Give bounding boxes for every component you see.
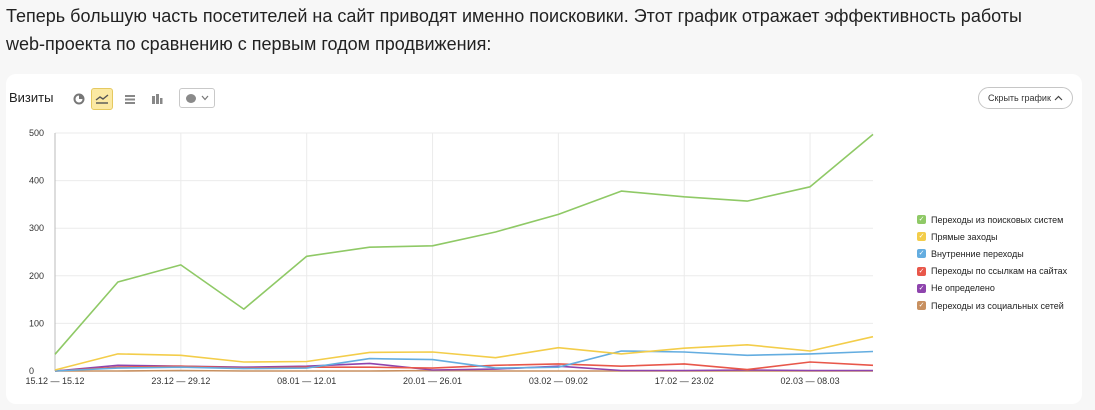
hide-chart-label: Скрыть график	[988, 93, 1051, 103]
legend-label: Переходы из социальных сетей	[931, 300, 1064, 311]
checkbox-icon[interactable]: ✓	[917, 301, 926, 311]
x-tick-label: 23.12 — 29.12	[151, 376, 210, 386]
x-tick-label: 02.03 — 08.03	[781, 376, 840, 386]
legend-item[interactable]: ✓ Внутренние переходы	[917, 245, 1067, 262]
checkbox-icon[interactable]: ✓	[917, 283, 926, 293]
series-line	[54, 133, 874, 355]
x-tick-label: 17.02 — 23.02	[655, 376, 714, 386]
legend-item[interactable]: ✓ Переходы по ссылкам на сайтах	[917, 263, 1067, 280]
bar-chart-icon[interactable]	[146, 88, 168, 110]
y-tick-label: 300	[29, 223, 44, 233]
series-line	[54, 350, 874, 372]
checkbox-icon[interactable]: ✓	[917, 266, 926, 276]
chevron-down-icon	[201, 95, 208, 101]
intro-line-1: Теперь большую часть посетителей на сайт…	[6, 6, 1022, 26]
y-tick-label: 500	[29, 128, 44, 138]
legend-item[interactable]: ✓ Переходы из социальных сетей	[917, 297, 1067, 314]
legend-label: Внутренние переходы	[931, 248, 1024, 259]
legend-item[interactable]: ✓ Прямые заходы	[917, 228, 1067, 245]
x-tick-label: 15.12 — 15.12	[25, 376, 84, 386]
hide-chart-button[interactable]: Скрыть график	[978, 87, 1073, 109]
checkbox-icon[interactable]: ✓	[917, 249, 926, 259]
chart-panel: Визиты Скрыть график 0 100 200 300 400 500 15.…	[6, 74, 1082, 404]
chevron-up-icon	[1054, 95, 1063, 101]
legend-label: Переходы из поисковых систем	[931, 214, 1064, 225]
legend-label: Прямые заходы	[931, 231, 998, 242]
x-tick-label: 08.01 — 12.01	[277, 376, 336, 386]
line-chart-icon[interactable]	[91, 88, 113, 110]
checkbox-icon[interactable]: ✓	[917, 215, 926, 225]
chart-legend: ✓ Переходы из поисковых систем ✓ Прямые зах…	[917, 211, 1067, 314]
y-tick-label: 400	[29, 176, 44, 186]
annotation-dropdown[interactable]	[179, 88, 215, 108]
intro-text: Теперь большую часть посетителей на сайт…	[6, 2, 1086, 58]
x-tick-label: 03.02 — 09.02	[529, 376, 588, 386]
series-line	[55, 369, 873, 372]
comment-icon	[185, 93, 196, 103]
area-chart-icon[interactable]	[119, 88, 141, 110]
line-chart: 0 100 200 300 400 500 15.12 — 15.12 23.12 — 29.…	[25, 128, 874, 386]
y-tick-label: 0	[29, 366, 34, 376]
intro-line-2: web-проекта по сравнению с первым годом …	[6, 34, 492, 54]
series-line	[54, 361, 874, 372]
legend-item[interactable]: ✓ Переходы из поисковых систем	[917, 211, 1067, 228]
legend-item[interactable]: ✓ Не определено	[917, 280, 1067, 297]
legend-label: Не определено	[931, 283, 995, 294]
series-line	[54, 335, 874, 371]
legend-label: Переходы по ссылкам на сайтах	[931, 266, 1068, 277]
y-tick-label: 200	[29, 271, 44, 281]
checkbox-icon[interactable]: ✓	[917, 232, 926, 242]
x-tick-label: 20.01 — 26.01	[403, 376, 462, 386]
y-tick-label: 100	[29, 318, 44, 328]
chart-title: Визиты	[9, 90, 54, 105]
pie-chart-icon[interactable]	[68, 88, 90, 110]
